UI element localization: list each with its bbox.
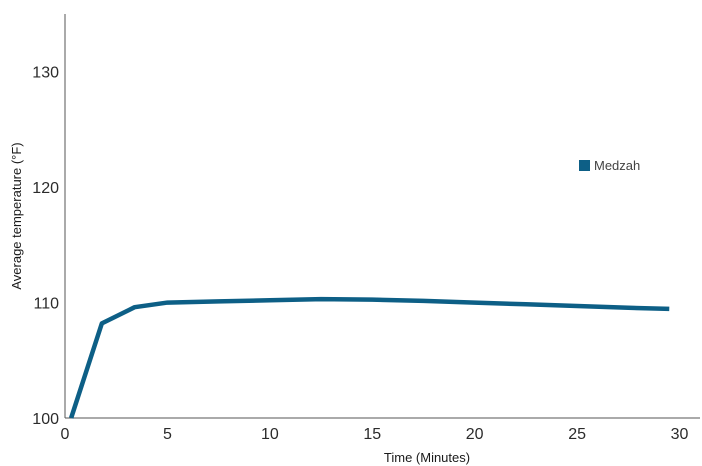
x-tick-label: 20 (466, 426, 484, 443)
axes (64, 14, 700, 419)
y-tick-label: 120 (32, 180, 59, 197)
tick-labels: 0 5 10 15 20 25 30 100 110 120 130 (32, 65, 688, 443)
x-axis-title: Time (Minutes) (384, 450, 470, 465)
x-tick-label: 10 (261, 426, 279, 443)
x-tick-label: 5 (163, 426, 172, 443)
y-axis-title: Average temperature (°F) (9, 142, 24, 289)
x-tick-label: 25 (568, 426, 586, 443)
legend-swatch (579, 160, 590, 171)
y-tick-label: 100 (32, 411, 59, 428)
legend: Medzah (579, 158, 640, 173)
series-layer (69, 296, 670, 419)
x-tick-label: 0 (61, 426, 70, 443)
x-tick-label: 15 (363, 426, 381, 443)
series-line (69, 296, 670, 419)
legend-label: Medzah (594, 158, 640, 173)
y-tick-label: 130 (32, 65, 59, 82)
x-tick-label: 30 (671, 426, 689, 443)
y-tick-label: 110 (33, 296, 59, 313)
